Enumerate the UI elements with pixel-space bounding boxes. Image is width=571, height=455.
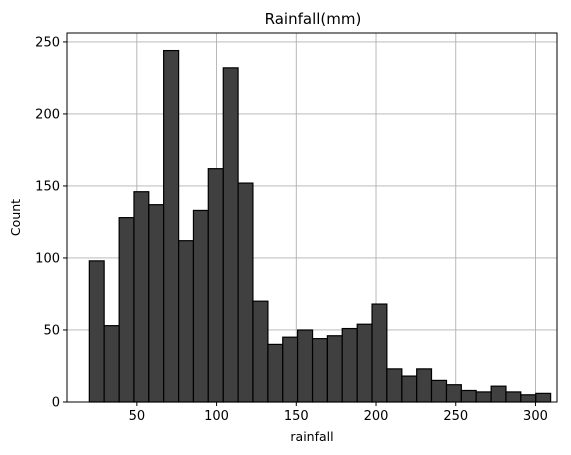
- chart-title: Rainfall(mm): [265, 10, 362, 28]
- x-tick-label: 300: [523, 409, 548, 424]
- histogram-bar: [326, 335, 343, 403]
- histogram-bar: [237, 182, 254, 403]
- histogram-bar: [490, 385, 507, 403]
- y-axis-ticks: 0 50 100 150 200 250: [35, 35, 67, 411]
- histogram-bar: [311, 338, 328, 403]
- histogram-bar: [88, 260, 105, 403]
- x-tick-label: 150: [284, 409, 309, 424]
- y-axis-label: Count: [8, 199, 23, 236]
- histogram-bar: [252, 300, 269, 403]
- y-tick-label: 100: [35, 251, 60, 266]
- histogram-bar: [118, 217, 135, 403]
- y-tick-label: 50: [43, 323, 60, 338]
- histogram-bar: [430, 379, 448, 403]
- histogram-bar: [148, 204, 165, 403]
- histogram-bar: [296, 329, 314, 403]
- y-tick-label: 250: [35, 35, 60, 50]
- histogram-bar: [371, 303, 388, 403]
- x-tick-label: 250: [443, 409, 468, 424]
- y-tick-label: 150: [35, 179, 60, 194]
- y-tick-label: 0: [52, 396, 60, 411]
- histogram-bar: [445, 384, 462, 403]
- histogram-bar: [192, 209, 209, 403]
- histogram-bar: [401, 375, 418, 403]
- histogram-bar: [222, 67, 239, 403]
- x-tick-label: 100: [204, 409, 229, 424]
- histogram-bar: [505, 391, 522, 403]
- histogram-bar: [103, 325, 120, 403]
- histogram-bar: [475, 391, 492, 403]
- x-axis-ticks: 50 100 150 200 250 300: [129, 402, 548, 424]
- histogram-bar: [207, 168, 224, 403]
- histogram-bar: [341, 327, 358, 403]
- histogram-bar: [356, 323, 373, 403]
- x-axis-label: rainfall: [290, 429, 333, 444]
- y-tick-label: 200: [35, 107, 60, 122]
- x-tick-label: 50: [129, 409, 146, 424]
- histogram-bar: [535, 392, 552, 403]
- histogram-bar: [133, 191, 150, 403]
- x-tick-label: 200: [364, 409, 389, 424]
- plot-frame: [66, 32, 558, 403]
- histogram-bar: [163, 49, 180, 403]
- histogram-bar: [267, 343, 284, 403]
- histogram-bar: [386, 368, 403, 403]
- histogram-bar: [460, 389, 477, 403]
- histogram-bar: [282, 336, 299, 403]
- histogram-bar: [416, 368, 433, 403]
- histogram-bar: [520, 394, 537, 403]
- histogram-bar: [178, 240, 195, 403]
